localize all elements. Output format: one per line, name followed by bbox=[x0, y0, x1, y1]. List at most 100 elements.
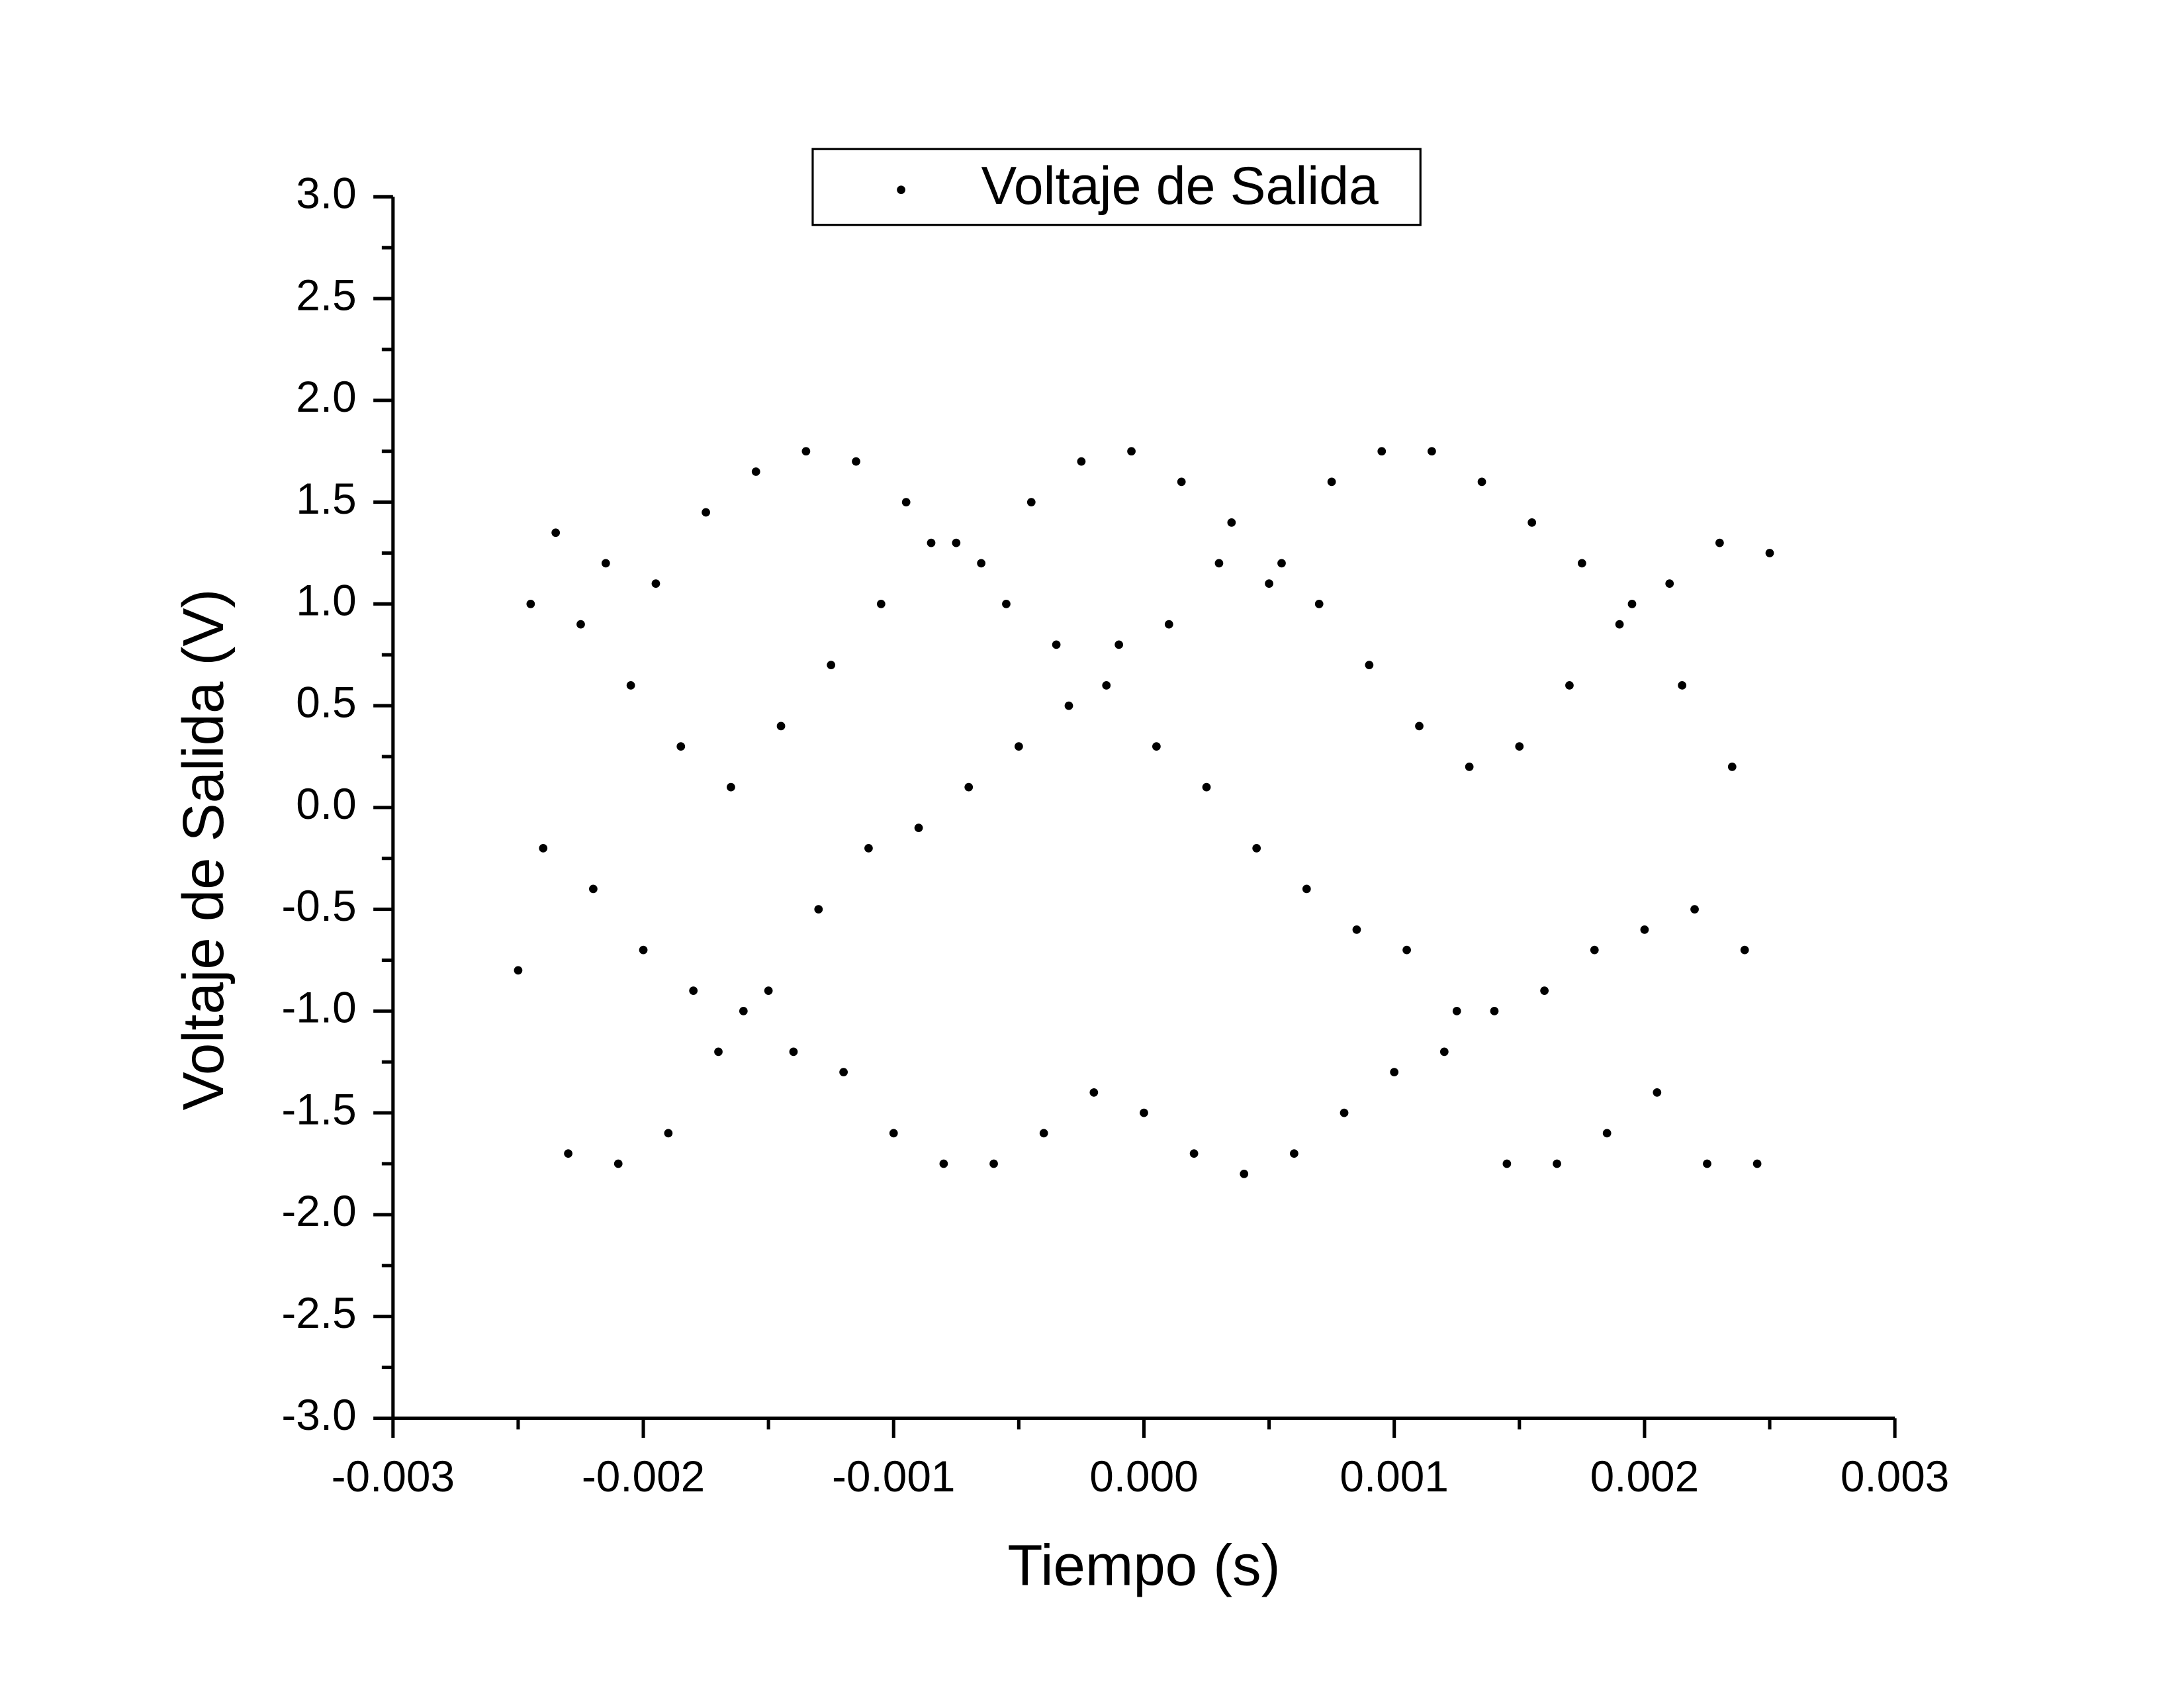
data-point bbox=[1515, 742, 1524, 751]
data-point bbox=[651, 579, 660, 588]
y-tick-label: -1.0 bbox=[281, 983, 356, 1032]
data-point bbox=[1365, 661, 1374, 669]
legend-label: Voltaje de Salida bbox=[981, 156, 1379, 216]
data-point bbox=[1402, 945, 1411, 955]
x-tick-label: -0.003 bbox=[332, 1452, 455, 1501]
data-point bbox=[1127, 447, 1136, 456]
y-tick-label: 0.5 bbox=[296, 677, 356, 726]
data-point bbox=[1577, 559, 1586, 568]
data-point bbox=[1252, 844, 1261, 853]
data-point bbox=[1214, 559, 1224, 568]
data-point bbox=[614, 1159, 623, 1168]
data-point bbox=[1665, 579, 1674, 588]
data-point bbox=[1340, 1108, 1349, 1117]
data-point bbox=[576, 620, 585, 629]
y-tick-label: -2.0 bbox=[281, 1186, 356, 1235]
data-point bbox=[1452, 1007, 1461, 1015]
data-point bbox=[876, 599, 886, 608]
data-point bbox=[714, 1047, 723, 1056]
data-point bbox=[639, 945, 648, 955]
data-point bbox=[901, 498, 911, 506]
data-point bbox=[1715, 538, 1724, 547]
data-point bbox=[1152, 742, 1161, 751]
data-point bbox=[1465, 762, 1474, 771]
data-point bbox=[914, 823, 923, 832]
y-tick-label: 3.0 bbox=[296, 169, 356, 218]
data-point bbox=[539, 844, 548, 853]
x-tick-label: 0.001 bbox=[1340, 1452, 1449, 1501]
data-point bbox=[689, 986, 698, 995]
data-point bbox=[1265, 579, 1273, 588]
data-point bbox=[977, 559, 985, 568]
data-point bbox=[1089, 1088, 1099, 1097]
y-tick-label: 2.0 bbox=[296, 372, 356, 421]
data-point bbox=[1527, 518, 1537, 527]
data-point bbox=[852, 457, 860, 466]
data-point bbox=[1277, 559, 1286, 568]
data-point bbox=[1052, 640, 1061, 649]
data-point bbox=[1703, 1159, 1711, 1168]
y-tick-label: -0.5 bbox=[281, 881, 356, 930]
data-point bbox=[952, 538, 961, 547]
data-point bbox=[626, 680, 635, 690]
data-point bbox=[1553, 1159, 1561, 1168]
data-point bbox=[989, 1159, 998, 1168]
data-point bbox=[1314, 599, 1324, 608]
y-axis-label: Voltaje de Salida (V) bbox=[171, 589, 236, 1111]
data-point bbox=[551, 528, 561, 538]
data-point bbox=[1077, 457, 1086, 466]
data-point bbox=[1026, 498, 1036, 506]
data-point bbox=[1752, 1159, 1762, 1168]
data-point bbox=[939, 1159, 948, 1168]
y-tick-label: 1.0 bbox=[296, 576, 356, 625]
x-axis-label: Tiempo (s) bbox=[1007, 1533, 1280, 1597]
data-point bbox=[864, 844, 873, 853]
data-point bbox=[1627, 599, 1637, 608]
data-point bbox=[1290, 1149, 1298, 1158]
data-point bbox=[1540, 986, 1549, 995]
data-point bbox=[1502, 1159, 1512, 1168]
data-point bbox=[1690, 905, 1699, 914]
y-tick-label: 1.5 bbox=[296, 474, 356, 523]
data-point bbox=[739, 1007, 748, 1015]
x-tick-label: -0.001 bbox=[832, 1452, 955, 1501]
data-point bbox=[789, 1047, 798, 1056]
data-point bbox=[676, 742, 686, 751]
data-point bbox=[964, 782, 974, 792]
data-point bbox=[589, 884, 598, 894]
data-point bbox=[1727, 762, 1737, 771]
data-point bbox=[1115, 640, 1124, 649]
y-tick-label: -3.0 bbox=[281, 1390, 356, 1439]
data-point bbox=[1390, 1068, 1399, 1076]
data-point bbox=[1653, 1088, 1662, 1097]
x-tick-label: 0.002 bbox=[1590, 1452, 1699, 1501]
data-point bbox=[664, 1129, 673, 1138]
data-point bbox=[764, 986, 773, 995]
data-point bbox=[1602, 1129, 1612, 1138]
data-point bbox=[839, 1068, 848, 1076]
y-tick-label: -2.5 bbox=[281, 1288, 356, 1337]
y-tick-label: 2.5 bbox=[296, 270, 356, 319]
data-point bbox=[1439, 1047, 1449, 1056]
data-point bbox=[1352, 925, 1361, 934]
data-point bbox=[1590, 945, 1599, 955]
data-point bbox=[526, 599, 535, 608]
data-point bbox=[1202, 782, 1211, 792]
data-point bbox=[1015, 742, 1023, 751]
data-point bbox=[1189, 1149, 1199, 1158]
y-tick-label: 0.0 bbox=[296, 779, 356, 828]
data-point bbox=[727, 782, 735, 792]
data-point bbox=[1039, 1129, 1048, 1138]
legend-marker bbox=[897, 185, 905, 195]
data-point bbox=[1640, 925, 1649, 934]
data-point bbox=[514, 966, 523, 975]
data-point bbox=[1428, 447, 1436, 456]
data-point bbox=[1477, 477, 1486, 487]
data-point bbox=[1678, 680, 1686, 690]
data-point bbox=[1064, 701, 1073, 710]
data-point bbox=[1415, 722, 1424, 731]
data-point bbox=[751, 467, 760, 476]
data-point bbox=[1240, 1170, 1249, 1178]
